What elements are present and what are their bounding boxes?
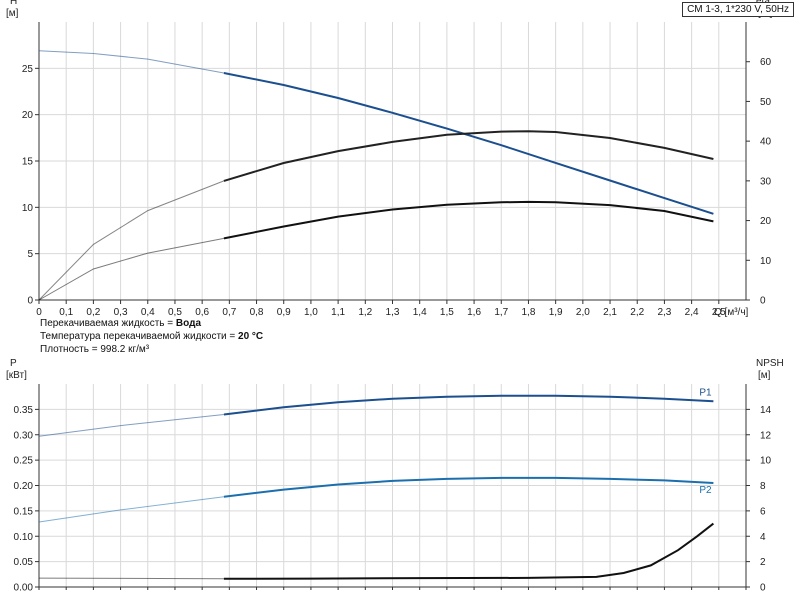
y-tick-label-left: 20: [22, 110, 34, 121]
y-tick-label-right: 10: [760, 256, 772, 267]
series-line-extrapolated-1: [38, 180, 225, 301]
x-tick-label: 1,8: [522, 307, 536, 318]
y-tick-label-left: 0.15: [14, 506, 34, 517]
y-tick-label-left: 0.25: [14, 456, 34, 467]
x-tick-label: 1,3: [386, 307, 400, 318]
x-tick-label: 0: [36, 307, 42, 318]
y-tick-label-left: 0: [27, 296, 33, 307]
series-line-extrapolated-0: [38, 50, 224, 74]
y-tick-label-right: 12: [760, 430, 772, 441]
y-tick-label-left: 0.05: [14, 557, 34, 568]
x-axis-label: Q [м³/ч]: [714, 307, 749, 318]
x-tick-label: 1,0: [304, 307, 318, 318]
x-tick-label: 0,9: [277, 307, 291, 318]
x-tick-label: 2,4: [685, 307, 699, 318]
x-tick-label: 1,5: [440, 307, 454, 318]
y-axis-label-left: H: [10, 0, 17, 7]
y-axis-label-right: NPSH: [756, 358, 784, 369]
x-tick-label: 2,3: [657, 307, 671, 318]
x-tick-label: 1,7: [494, 307, 508, 318]
x-tick-label: 2,1: [603, 307, 617, 318]
x-tick-label: 0,6: [195, 307, 209, 318]
y-tick-label-right: 60: [760, 57, 772, 68]
y-tick-label-right: 40: [760, 137, 772, 148]
y-tick-label-right: 8: [760, 481, 766, 492]
x-tick-label: 1,6: [467, 307, 481, 318]
x-tick-label: 0,8: [250, 307, 264, 318]
y-tick-label-right: 4: [760, 532, 766, 543]
y-axis-unit-right: [м]: [758, 370, 771, 381]
x-tick-label: 0,1: [59, 307, 73, 318]
x-tick-label: 2,5: [712, 307, 726, 318]
x-tick-label: 1,4: [413, 307, 427, 318]
series-line-1: [223, 476, 714, 498]
series-line-extrapolated-0: [38, 414, 224, 437]
x-tick-label: 0,5: [168, 307, 182, 318]
temperature-label: Температура перекачиваемой жидкости =: [40, 331, 239, 342]
x-tick-label: 1,9: [549, 307, 563, 318]
x-tick-label: 0,3: [114, 307, 128, 318]
y-tick-label-right: 30: [760, 176, 772, 187]
temperature-note: Температура перекачиваемой жидкости = 20…: [40, 331, 263, 342]
y-tick-label-left: 25: [22, 64, 34, 75]
y-tick-label-left: 10: [22, 203, 34, 214]
y-tick-label-left: 15: [22, 157, 34, 168]
y-tick-label-left: 0.35: [14, 405, 34, 416]
power-npsh-chart: 0.00 0.05 0.10 0.15 0.20 0.25 0.30 0.35 0 2 4 6 8 10 1…: [6, 358, 784, 594]
series-line-0: [223, 394, 714, 416]
head-efficiency-chart: 05101520250102030405060H[м]eta[%]00,10,2…: [6, 0, 773, 318]
liquid-label: Перекачиваемая жидкость =: [40, 318, 176, 329]
x-tick-label: 2,2: [630, 307, 644, 318]
series-label-p1: P1: [699, 387, 712, 398]
series-line-1: [223, 130, 714, 182]
liquid-value: Вода: [175, 318, 202, 329]
y-tick-label-right: 50: [760, 97, 772, 108]
y-axis-unit-left: [м]: [6, 8, 19, 19]
series-line-2: [223, 522, 715, 580]
y-tick-label-right: 2: [760, 557, 766, 568]
x-tick-label: 1,1: [331, 307, 345, 318]
y-tick-label-right: 0: [760, 296, 766, 307]
series-line-extrapolated-1: [38, 496, 224, 523]
y-tick-label-right: 6: [760, 506, 766, 517]
x-tick-label: 0,7: [222, 307, 236, 318]
y-tick-label-left: 0.00: [14, 583, 34, 594]
y-tick-label-left: 5: [27, 249, 33, 260]
x-tick-label: 0,2: [86, 307, 100, 318]
series-line-extrapolated-2: [38, 577, 224, 580]
density-note: Плотность = 998.2 кг/м³: [40, 344, 150, 355]
series-line-0: [223, 72, 714, 215]
y-axis-label-left: P: [10, 358, 17, 369]
y-tick-label-right: 14: [760, 405, 772, 416]
temperature-value: 20 °C: [238, 331, 264, 342]
y-tick-label-left: 0.30: [14, 430, 34, 441]
y-tick-label-left: 0.10: [14, 532, 34, 543]
model-label: CM 1-3, 1*230 V, 50Hz: [682, 2, 794, 17]
y-tick-label-right: 20: [760, 216, 772, 227]
x-tick-label: 0,4: [141, 307, 155, 318]
x-tick-label: 2,0: [576, 307, 590, 318]
series-line-extrapolated-2: [38, 237, 224, 301]
y-tick-label-right: 10: [760, 456, 772, 467]
y-tick-label-left: 0.20: [14, 481, 34, 492]
x-tick-label: 1,2: [358, 307, 372, 318]
liquid-note: Перекачиваемая жидкость = Вода: [40, 318, 201, 329]
series-label-p2: P2: [699, 485, 712, 496]
y-tick-label-right: 0: [760, 583, 766, 594]
series-line-2: [223, 200, 714, 240]
y-axis-unit-left: [кВт]: [6, 370, 27, 381]
